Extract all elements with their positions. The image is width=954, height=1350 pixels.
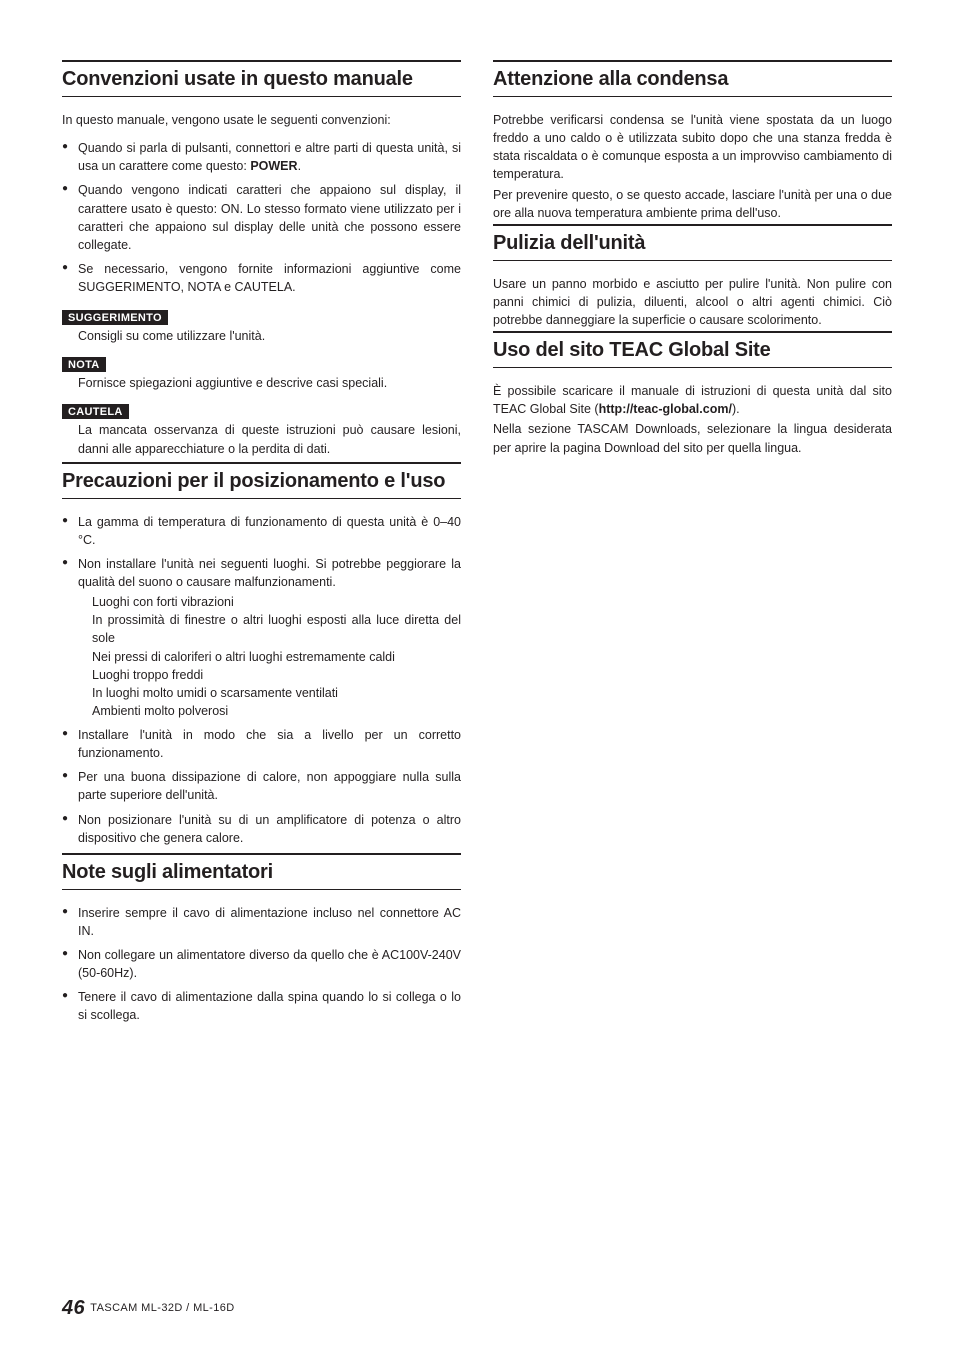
- paragraph: Nella sezione TASCAM Downloads, selezion…: [493, 420, 892, 456]
- text: .: [298, 159, 301, 173]
- heading-condensa: Attenzione alla condensa: [493, 60, 892, 97]
- content-columns: Convenzioni usate in questo manuale In q…: [62, 60, 892, 1031]
- sub-item: Luoghi con forti vibrazioni: [92, 593, 461, 611]
- url-text: http://teac-global.com/: [599, 402, 732, 416]
- label-suggerimento: SUGGERIMENTO: [62, 310, 168, 325]
- bullet-list-alimentatori: Inserire sempre il cavo di alimentazione…: [62, 904, 461, 1025]
- bold-text: POWER: [250, 159, 297, 173]
- right-column: Attenzione alla condensa Potrebbe verifi…: [493, 60, 892, 1031]
- heading-precauzioni: Precauzioni per il posizionamento e l'us…: [62, 462, 461, 499]
- paragraph: Per prevenire questo, o se questo accade…: [493, 186, 892, 222]
- intro-text: In questo manuale, vengono usate le segu…: [62, 111, 461, 129]
- list-item: Per una buona dissipazione di calore, no…: [62, 768, 461, 804]
- list-item: Quando vengono indicati caratteri che ap…: [62, 181, 461, 254]
- list-item: Quando si parla di pulsanti, connettori …: [62, 139, 461, 175]
- bullet-list-convenzioni: Quando si parla di pulsanti, connettori …: [62, 139, 461, 296]
- heading-pulizia: Pulizia dell'unità: [493, 224, 892, 261]
- heading-alimentatori: Note sugli alimentatori: [62, 853, 461, 890]
- list-item: Installare l'unità in modo che sia a liv…: [62, 726, 461, 762]
- sub-item: In luoghi molto umidi o scarsamente vent…: [92, 684, 461, 702]
- heading-teac: Uso del sito TEAC Global Site: [493, 331, 892, 368]
- list-item: Non collegare un alimentatore diverso da…: [62, 946, 461, 982]
- paragraph: Usare un panno morbido e asciutto per pu…: [493, 275, 892, 329]
- heading-convenzioni: Convenzioni usate in questo manuale: [62, 60, 461, 97]
- text: ).: [732, 402, 740, 416]
- left-column: Convenzioni usate in questo manuale In q…: [62, 60, 461, 1031]
- list-item: Inserire sempre il cavo di alimentazione…: [62, 904, 461, 940]
- page-footer: 46 TASCAM ML-32D / ML-16D: [62, 1297, 235, 1320]
- sub-item: Luoghi troppo freddi: [92, 666, 461, 684]
- list-item: La gamma di temperatura di funzionamento…: [62, 513, 461, 549]
- label-nota: NOTA: [62, 357, 106, 372]
- sub-item: In prossimità di finestre o altri luoghi…: [92, 611, 461, 647]
- footer-model: TASCAM ML-32D / ML-16D: [87, 1302, 235, 1314]
- label-desc: La mancata osservanza di queste istruzio…: [62, 421, 461, 457]
- paragraph: È possibile scaricare il manuale di istr…: [493, 382, 892, 418]
- page-number: 46: [62, 1297, 85, 1319]
- sub-item: Ambienti molto polverosi: [92, 702, 461, 720]
- sub-item: Nei pressi di caloriferi o altri luoghi …: [92, 648, 461, 666]
- text: Non installare l'unità nei seguenti luog…: [78, 557, 461, 589]
- paragraph: Potrebbe verificarsi condensa se l'unità…: [493, 111, 892, 184]
- label-cautela: CAUTELA: [62, 404, 129, 419]
- sub-list: Luoghi con forti vibrazioni In prossimit…: [78, 593, 461, 720]
- bullet-list-precauzioni: La gamma di temperatura di funzionamento…: [62, 513, 461, 847]
- list-item: Non installare l'unità nei seguenti luog…: [62, 555, 461, 720]
- label-desc: Consigli su come utilizzare l'unità.: [62, 327, 461, 345]
- list-item: Tenere il cavo di alimentazione dalla sp…: [62, 988, 461, 1024]
- list-item: Se necessario, vengono fornite informazi…: [62, 260, 461, 296]
- list-item: Non posizionare l'unità su di un amplifi…: [62, 811, 461, 847]
- label-desc: Fornisce spiegazioni aggiuntive e descri…: [62, 374, 461, 392]
